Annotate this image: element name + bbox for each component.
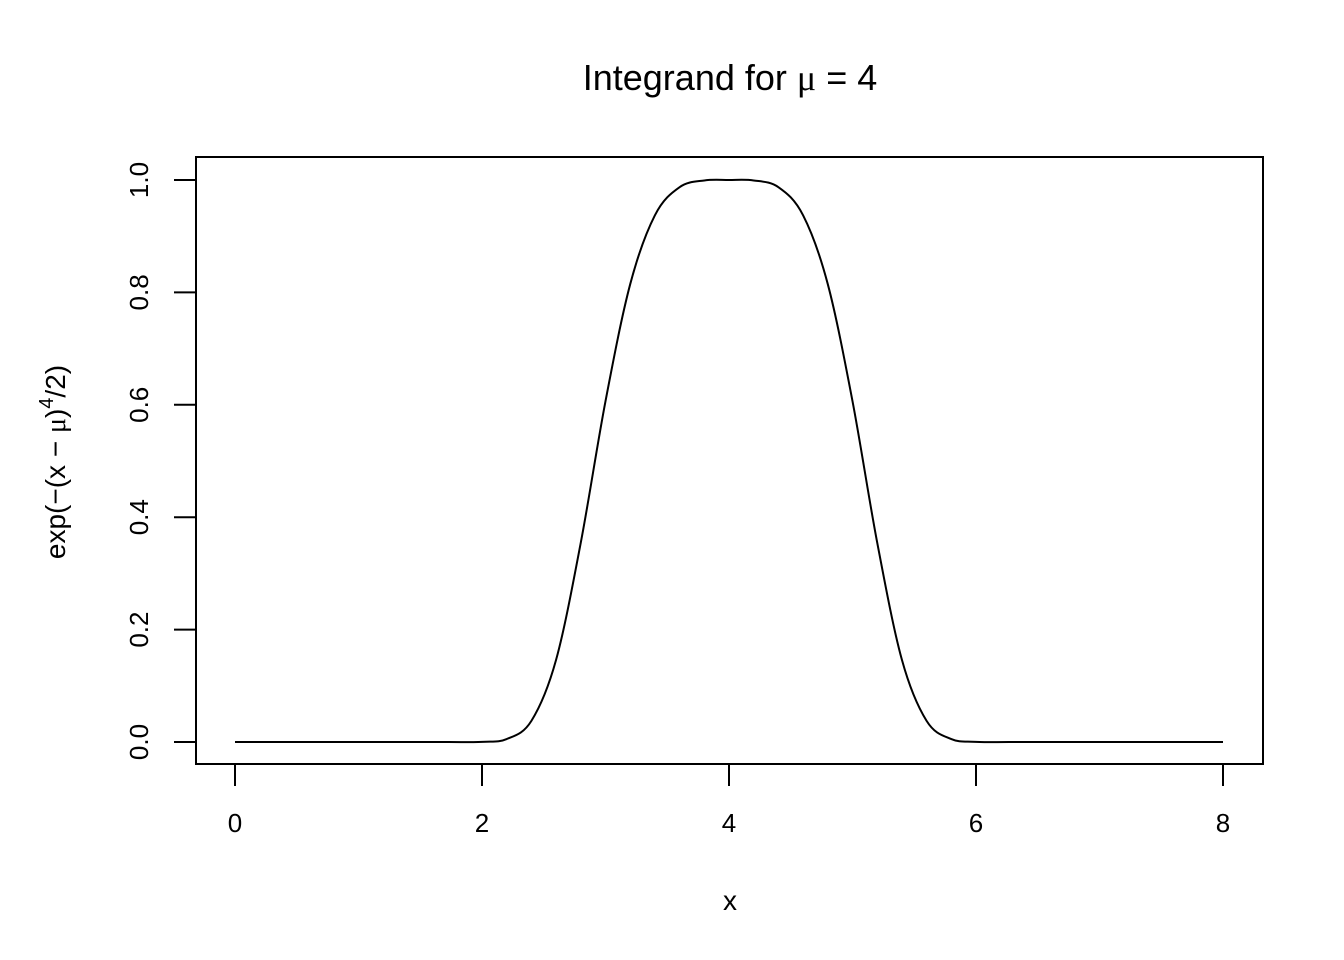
x-tick-label: 2 [475,808,489,838]
y-tick-label: 0.2 [124,612,154,648]
x-tick-label: 0 [228,808,242,838]
plot-frame [195,156,1264,765]
y-axis: 0.0 0.2 0.4 0.6 0.8 1.0 [124,162,197,760]
x-axis: 0 2 4 6 8 [228,763,1230,838]
y-tick-label: 1.0 [124,162,154,198]
series-line [234,178,1223,744]
y-axis-label: exp(−(x − μ)4/2) [36,365,72,559]
y-tick-label: 0.4 [124,499,154,535]
x-axis-label: x [723,885,737,916]
x-tick-label: 4 [722,808,736,838]
y-tick-label: 0.0 [124,724,154,760]
x-tick-label: 6 [969,808,983,838]
y-tick-label: 0.8 [124,274,154,310]
chart-title: Integrand for μ = 4 [583,57,878,98]
x-tick-label: 8 [1216,808,1230,838]
y-tick-label: 0.6 [124,387,154,423]
